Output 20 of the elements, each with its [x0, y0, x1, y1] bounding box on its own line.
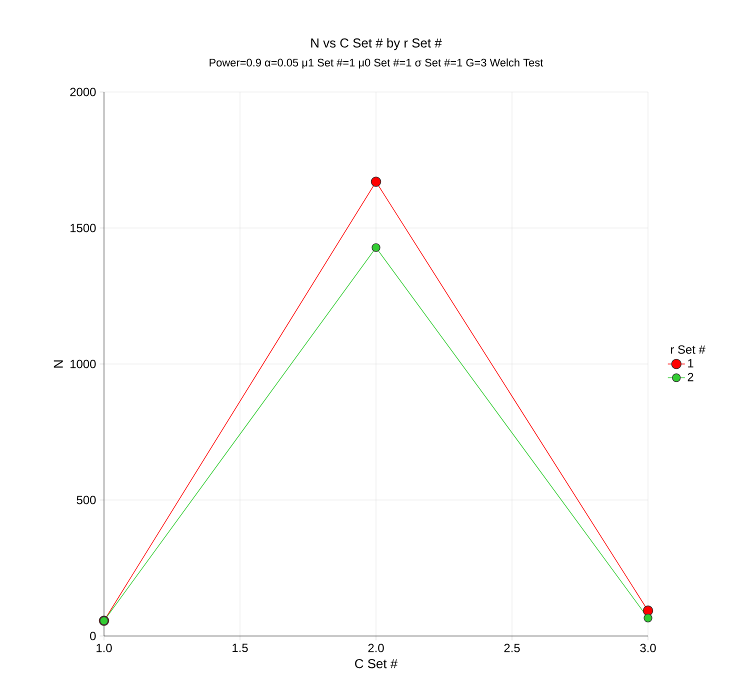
legend-label: 2: [688, 372, 694, 382]
y-tick-label: 0: [90, 632, 96, 640]
y-tick-label: 2000: [70, 88, 96, 96]
x-tick-label: 2.0: [368, 644, 384, 652]
y-tick-label: 1000: [70, 360, 96, 368]
point: [644, 614, 652, 622]
x-tick-label: 3.0: [640, 644, 656, 652]
y-axis-title: N: [54, 360, 63, 368]
y-tick-label: 500: [76, 496, 96, 504]
chart-subtitle: Power=0.9 α=0.05 μ1 Set #=1 μ0 Set #=1 σ Set #=1 G=3 Welch Test: [210, 58, 544, 69]
x-tick-label: 1.5: [232, 644, 248, 652]
chart-title: N vs C Set # by r Set #: [311, 38, 442, 50]
point: [372, 243, 380, 252]
legend-label: 1: [688, 359, 694, 368]
x-tick-label: 2.5: [504, 644, 520, 652]
x-tick-label: 1.0: [96, 644, 112, 652]
x-axis-title: C Set #: [355, 659, 398, 668]
point: [370, 176, 382, 187]
legend-title: r Set #: [671, 345, 706, 354]
y-tick-label: 1500: [70, 224, 96, 232]
